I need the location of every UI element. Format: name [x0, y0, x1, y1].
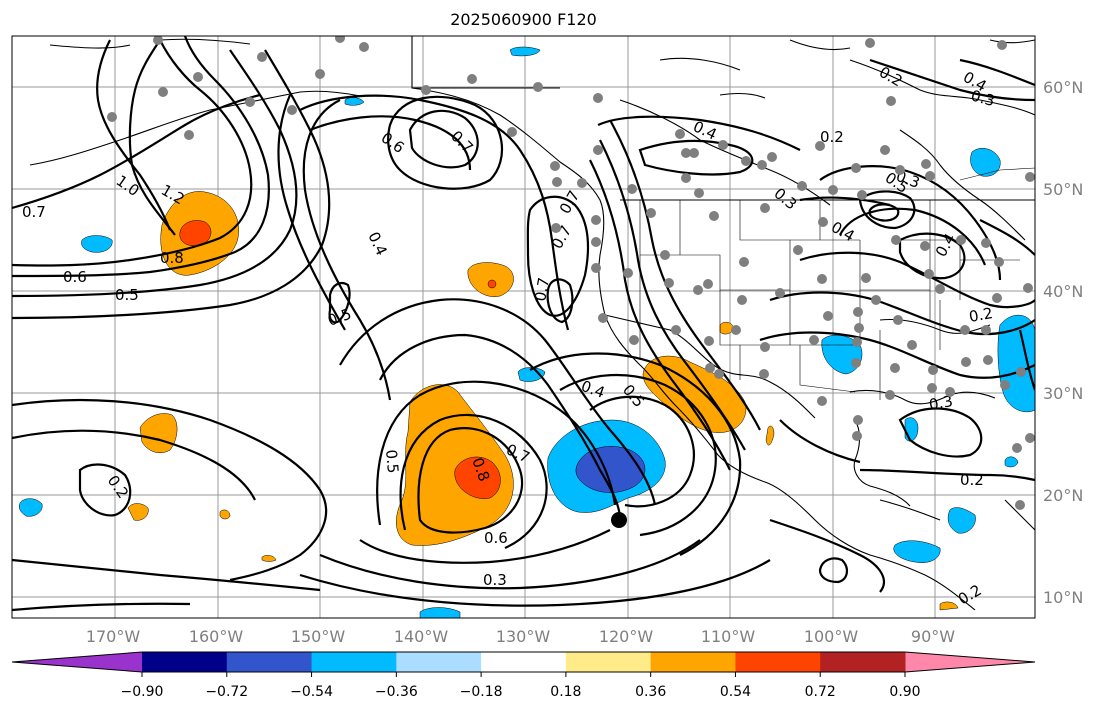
lon-label: 130°W [496, 627, 551, 646]
colorbar-extend-low [12, 652, 142, 672]
contour-label: 0.3 [928, 392, 955, 414]
lat-labels: 60°N 50°N 40°N 30°N 20°N 10°N [1043, 78, 1083, 607]
colorbar-tick-label: 0.54 [720, 684, 751, 700]
contour-label: 0.5 [115, 286, 139, 304]
colorbar-segment [735, 652, 821, 672]
contour-label: 0.5 [382, 449, 402, 474]
colorbar-tick-label: 0.36 [635, 684, 666, 700]
map-background [12, 36, 1035, 618]
state-borders [639, 167, 1035, 400]
colorbar-segment [565, 652, 652, 672]
contour-label: 0.3 [483, 571, 507, 589]
lat-label: 40°N [1043, 282, 1083, 301]
map-frame [11, 35, 1036, 619]
contour-label: 0.2 [968, 304, 995, 326]
contour-label: 0.2 [960, 471, 984, 489]
contour-lines [12, 36, 1035, 612]
colorbar-tick-label: 0.72 [805, 684, 836, 700]
lon-label: 110°W [701, 627, 756, 646]
colorbar-tick-label: −0.90 [121, 684, 164, 700]
contour-label: 0.6 [484, 529, 508, 547]
lat-label: 50°N [1043, 180, 1083, 199]
lat-label: 60°N [1043, 78, 1083, 97]
lat-label: 30°N [1043, 384, 1083, 403]
colorbar-tick-label: −0.54 [290, 684, 333, 700]
colorbar-tick-label: 0.90 [889, 684, 920, 700]
contour-label: 0.2 [820, 128, 844, 146]
colorbar-segment [311, 652, 397, 672]
contour-label: 0.3 [969, 86, 997, 110]
colorbar-segment [226, 652, 313, 672]
colorbar-tick-label: −0.72 [205, 684, 248, 700]
colorbar-segment [396, 652, 482, 672]
lon-label: 140°W [394, 627, 449, 646]
colorbar-tick-label: 0.18 [550, 684, 581, 700]
lon-label: 90°W [911, 627, 955, 646]
colorbar-segment [142, 652, 228, 672]
contour-label: 0.6 [63, 268, 87, 286]
lon-label: 100°W [804, 627, 859, 646]
contour-label: 0.7 [22, 203, 46, 221]
contour-label: 0.7 [531, 276, 553, 303]
colorbar-tick-label: −0.18 [460, 684, 503, 700]
colorbar-segment [820, 652, 906, 672]
colorbar: −0.90 −0.72 −0.54 −0.36 −0.18 0.18 0.36 0.54 0.7… [11, 651, 1036, 700]
center-marker [611, 512, 627, 528]
lat-label: 20°N [1043, 486, 1083, 505]
colorbar-segment [650, 652, 736, 672]
contour-label: 0.8 [160, 249, 184, 267]
colorbar-tick-label: −0.36 [375, 684, 418, 700]
lon-label: 150°W [291, 627, 346, 646]
lon-labels: 170°W 160°W 150°W 140°W 130°W 120°W 110°… [86, 627, 955, 646]
lon-label: 170°W [86, 627, 141, 646]
map-title: 2025060900 F120 [450, 10, 597, 29]
lon-label: 120°W [599, 627, 654, 646]
colorbar-extend-high [905, 652, 1035, 672]
lon-label: 160°W [189, 627, 244, 646]
lat-label: 10°N [1043, 588, 1083, 607]
colorbar-segment [481, 652, 567, 672]
station-dots [107, 36, 1035, 510]
